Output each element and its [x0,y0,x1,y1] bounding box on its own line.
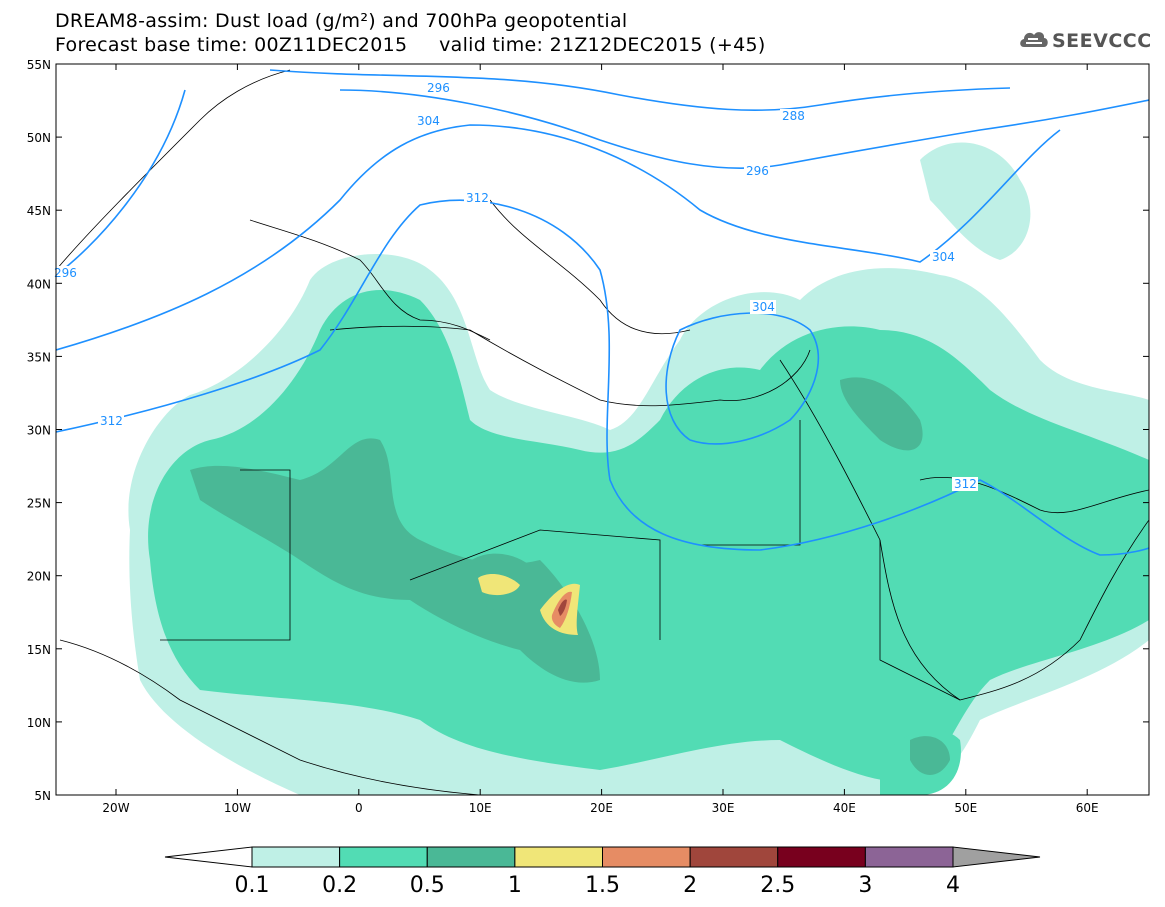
lat-label: 25N [27,497,51,511]
colorbar-tick-label: 3 [858,873,872,898]
colorbar-box [864,846,954,868]
contour-296 [56,89,186,276]
colorbar-arrow-low [164,846,253,868]
colorbar-tick-label: 2.5 [760,873,795,898]
dust-area-peak [558,599,567,616]
lon-label: 30E [712,801,735,815]
colorbar-tick-label: 1.5 [585,873,620,898]
colorbar: 0.1 0.2 0.5 1 1.5 2 2.5 3 4 [164,846,1041,898]
contour-label-296: 296 [54,266,77,280]
lon-label: 0 [355,801,363,815]
lat-label: 15N [27,643,51,657]
dust-area-dense [840,377,923,451]
latitude-axis: 55N 50N 45N 40N 35N 30N 25N 20N 15N 10N 5N [27,58,1149,803]
geopotential-contours [56,69,1149,556]
contour-label-296: 296 [427,81,450,95]
title-line-2: Forecast base time: 00Z11DEC2015 valid t… [55,34,766,56]
colorbar-tick-label: 2 [683,873,697,898]
contour-label-288: 288 [782,109,805,123]
contour-304 [56,124,1061,351]
lon-label: 10E [469,801,492,815]
lon-label: 40E [833,801,856,815]
lat-label: 40N [27,277,51,291]
colorbar-box [339,846,428,868]
longitude-axis: 20W 10W 0 10E 20E 30E 40E 50E 60E [102,64,1099,815]
colorbar-box [426,846,516,868]
dust-area-dense [910,736,950,775]
lon-label: 60E [1076,801,1099,815]
colorbar-box [689,846,779,868]
colorbar-box [777,846,866,868]
contour-label-304: 304 [932,250,955,264]
contour-label-312: 312 [954,477,977,491]
dust-area-light [920,142,1031,260]
dust-fields [128,142,1149,795]
valid-time: valid time: 21Z12DEC2015 (+45) [439,34,766,56]
lat-label: 20N [27,570,51,584]
lat-label: 45N [27,204,51,218]
dust-area-high [478,574,520,596]
contour-label-312: 312 [100,414,123,428]
colorbar-tick-label: 1 [508,873,522,898]
lat-label: 10N [27,716,51,730]
contour-288 [269,69,1011,111]
lon-label: 20W [102,801,129,815]
contour-312 [56,199,1149,556]
colorbar-tick-label: 0.5 [410,873,445,898]
colorbar-tick-label: 0.1 [235,873,270,898]
lon-label: 20E [590,801,613,815]
contour-label-296: 296 [746,164,769,178]
colorbar-box [251,846,341,868]
lat-label: 30N [27,424,51,438]
lat-label: 50N [27,131,51,145]
contour-label-312: 312 [466,191,489,205]
colorbar-box [602,846,691,868]
logo-text: SEEVCCC [1052,30,1152,52]
lat-label: 35N [27,350,51,364]
lon-label: 10W [224,801,251,815]
contour-296 [339,89,1149,169]
cloud-icon [1020,32,1048,47]
colorbar-box [514,846,603,868]
dust-area-dense [190,438,600,683]
seevccc-logo: SEEVCCC [1018,27,1158,57]
contour-label-304: 304 [417,114,440,128]
lat-label: 5N [34,789,51,803]
colorbar-arrow-high [952,846,1041,868]
colorbar-tick-label: 4 [946,873,960,898]
colorbar-tick-label: 0.2 [322,873,357,898]
contour-label-304: 304 [752,300,775,314]
forecast-base-time: Forecast base time: 00Z11DEC2015 [55,34,408,56]
lat-label: 55N [27,58,51,72]
contour-labels: 288 296 296 296 304 304 304 312 312 312 [52,81,978,491]
title-line-1: DREAM8-assim: Dust load (g/m²) and 700hP… [55,10,628,32]
lon-label: 50E [954,801,977,815]
contour-304 [665,312,820,445]
